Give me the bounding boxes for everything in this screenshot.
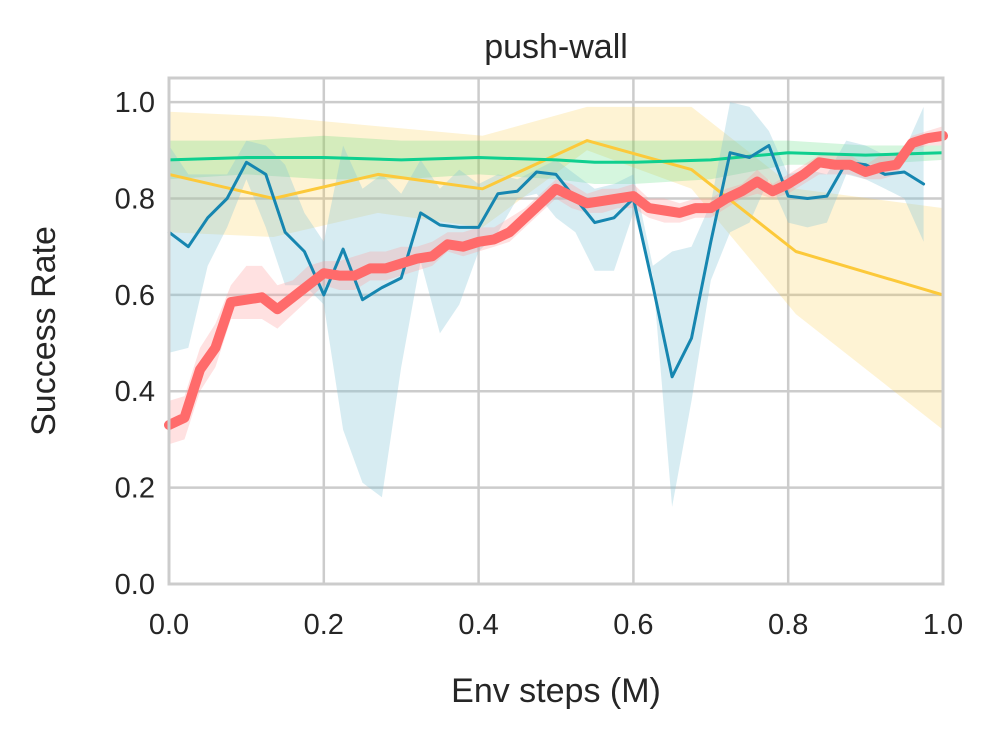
y-tick-label: 0.6: [115, 280, 155, 312]
series-3-line: [164, 130, 948, 430]
x-tick-label: 0.8: [768, 609, 808, 641]
x-tick-label: 0.0: [149, 609, 189, 641]
y-tick-label: 0.0: [115, 569, 155, 601]
series-0-line: [167, 139, 945, 297]
series-1-line: [167, 151, 945, 164]
series-2-line: [167, 144, 926, 379]
plot-frame: [167, 76, 945, 586]
x-tick-label: 0.4: [458, 609, 498, 641]
y-tick-label: 1.0: [115, 87, 155, 119]
series-lines: [164, 130, 948, 430]
y-tick-label: 0.2: [115, 473, 155, 505]
x-tick-label: 0.2: [304, 609, 344, 641]
y-axis-label: Success Rate: [25, 226, 63, 436]
x-axis-label: Env steps (M): [451, 672, 661, 710]
x-tick-label: 1.0: [923, 609, 963, 641]
y-tick-label: 0.4: [115, 376, 155, 408]
chart-title: push-wall: [484, 28, 628, 66]
y-tick-label: 0.8: [115, 183, 155, 215]
x-tick-labels: 0.0 0.2 0.4 0.6 0.8 1.0: [149, 609, 963, 641]
x-tick-label: 0.6: [613, 609, 653, 641]
y-tick-labels: 0.0 0.2 0.4 0.6 0.8 1.0: [115, 87, 155, 601]
